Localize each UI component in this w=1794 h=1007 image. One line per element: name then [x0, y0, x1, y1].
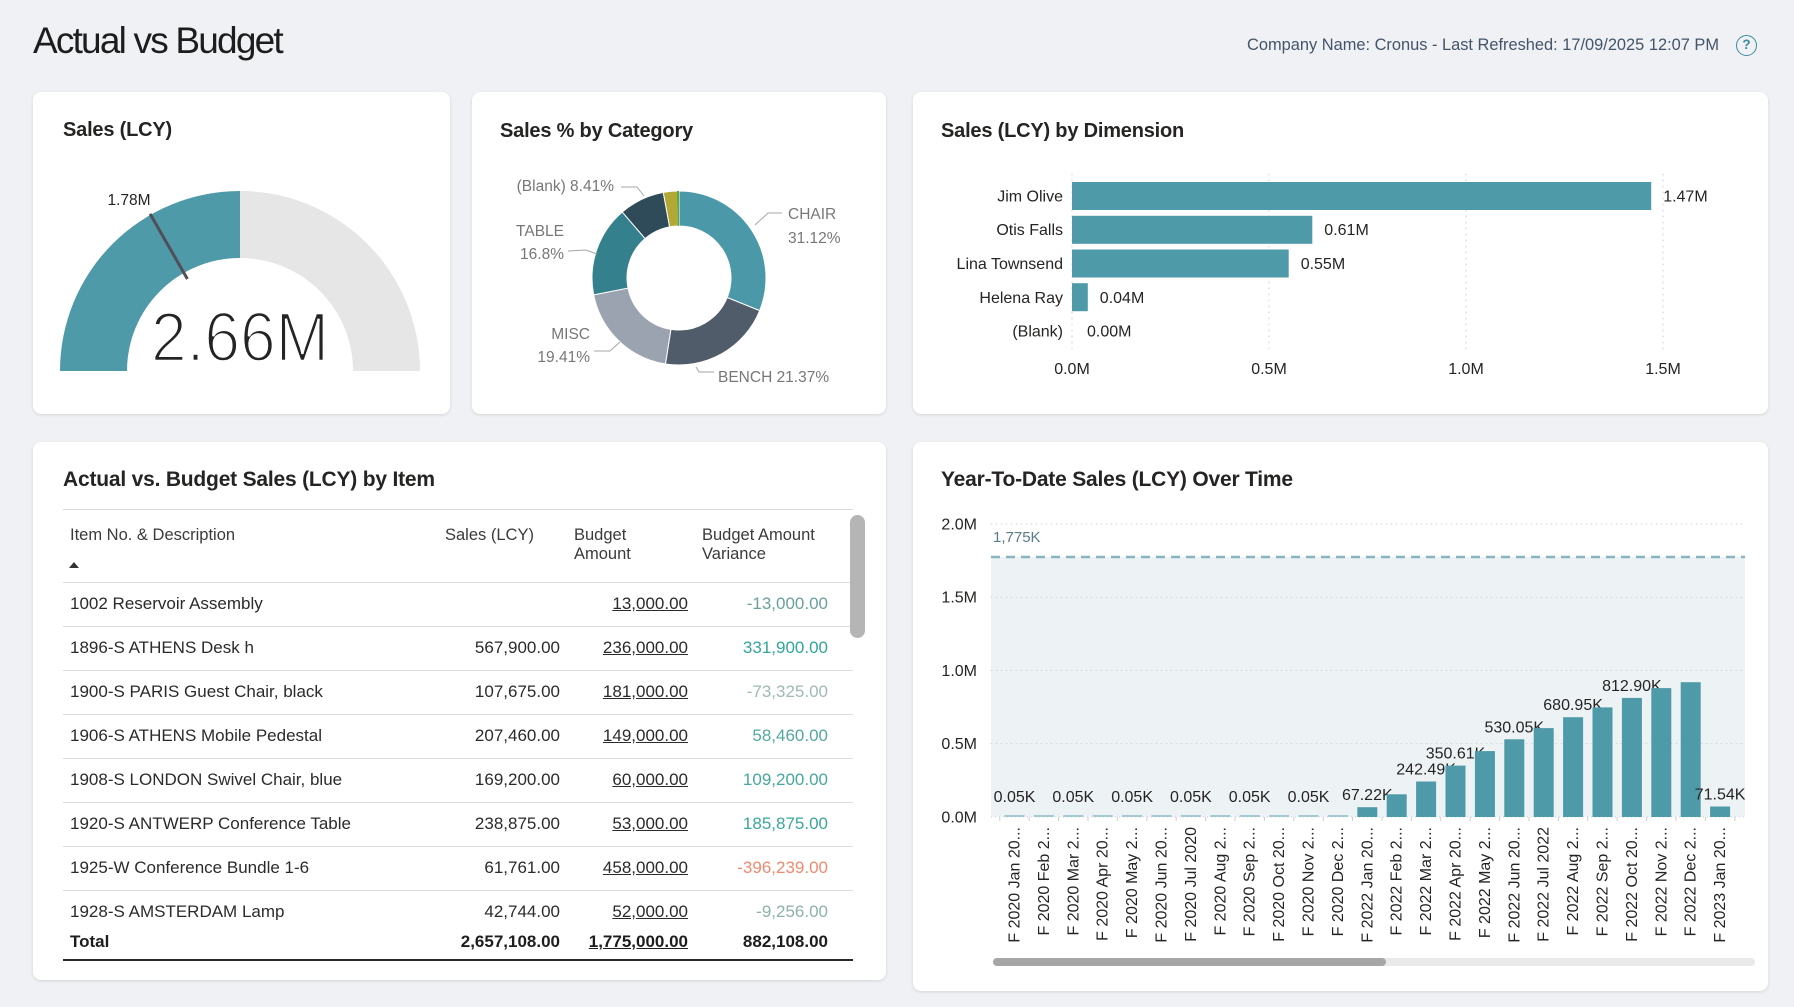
svg-text:F 2022 Feb 2...: F 2022 Feb 2... — [1389, 827, 1406, 936]
svg-text:0.04M: 0.04M — [1100, 290, 1144, 307]
svg-text:F 2020 Sep 2...: F 2020 Sep 2... — [1242, 827, 1259, 936]
svg-text:242.49K: 242.49K — [1396, 762, 1456, 779]
svg-text:0.00M: 0.00M — [1087, 324, 1131, 341]
svg-text:F 2020 Apr 20...: F 2020 Apr 20... — [1095, 827, 1112, 941]
svg-text:1.5M: 1.5M — [941, 590, 977, 607]
svg-text:0.05K: 0.05K — [994, 789, 1036, 806]
svg-text:F 2020 Jul 2020: F 2020 Jul 2020 — [1183, 827, 1200, 942]
svg-text:Lina Townsend: Lina Townsend — [957, 256, 1063, 273]
svg-text:F 2022 Mar 2...: F 2022 Mar 2... — [1418, 827, 1435, 936]
svg-text:0.5M: 0.5M — [941, 736, 977, 753]
svg-text:F 2022 Aug 2...: F 2022 Aug 2... — [1565, 827, 1582, 936]
svg-text:F 2022 Nov 2...: F 2022 Nov 2... — [1653, 827, 1670, 936]
svg-text:16.8%: 16.8% — [520, 246, 564, 263]
svg-text:0.05K: 0.05K — [1052, 789, 1094, 806]
svg-text:F 2020 Dec 2...: F 2020 Dec 2... — [1330, 827, 1347, 936]
svg-text:Otis Falls: Otis Falls — [996, 222, 1063, 239]
svg-text:71.54K: 71.54K — [1695, 787, 1746, 804]
svg-text:TABLE: TABLE — [516, 223, 564, 240]
svg-text:0.05K: 0.05K — [1288, 789, 1330, 806]
svg-text:0.55M: 0.55M — [1301, 256, 1345, 273]
svg-text:Helena Ray: Helena Ray — [979, 290, 1063, 307]
svg-text:F 2022 Dec 2...: F 2022 Dec 2... — [1683, 827, 1700, 936]
svg-text:1.0M: 1.0M — [1448, 361, 1484, 378]
svg-text:F 2022 Jul 2022: F 2022 Jul 2022 — [1536, 827, 1553, 942]
svg-text:2.66M: 2.66M — [151, 298, 329, 376]
svg-text:31.12%: 31.12% — [788, 230, 841, 247]
svg-text:350.61K: 350.61K — [1426, 746, 1486, 763]
svg-text:680.95K: 680.95K — [1543, 697, 1603, 714]
svg-text:1.78M: 1.78M — [107, 192, 150, 209]
svg-text:0.0M: 0.0M — [1054, 361, 1090, 378]
svg-text:(Blank): (Blank) — [1012, 324, 1063, 341]
svg-text:(Blank) 8.41%: (Blank) 8.41% — [517, 178, 615, 195]
svg-text:0.0M: 0.0M — [941, 810, 977, 827]
svg-text:F 2022 Sep 2...: F 2022 Sep 2... — [1595, 827, 1612, 936]
svg-text:1.0M: 1.0M — [941, 663, 977, 680]
svg-text:19.41%: 19.41% — [537, 349, 590, 366]
svg-text:F 2020 Feb 2...: F 2020 Feb 2... — [1036, 827, 1053, 936]
svg-text:530.05K: 530.05K — [1484, 719, 1544, 736]
svg-text:0.61M: 0.61M — [1324, 222, 1368, 239]
svg-text:F 2023 Jan 20...: F 2023 Jan 20... — [1712, 827, 1729, 943]
svg-text:F 2022 Jan 20...: F 2022 Jan 20... — [1359, 827, 1376, 943]
svg-text:F 2020 Aug 2...: F 2020 Aug 2... — [1212, 827, 1229, 936]
svg-text:F 2020 May 2...: F 2020 May 2... — [1124, 827, 1141, 938]
svg-text:BENCH 21.37%: BENCH 21.37% — [718, 369, 829, 386]
svg-text:F 2022 Apr 20...: F 2022 Apr 20... — [1448, 827, 1465, 941]
svg-text:1.5M: 1.5M — [1645, 361, 1681, 378]
svg-text:0.05K: 0.05K — [1229, 789, 1271, 806]
svg-text:F 2020 Mar 2...: F 2020 Mar 2... — [1065, 827, 1082, 936]
svg-text:F 2020 Jun 20...: F 2020 Jun 20... — [1154, 827, 1171, 943]
svg-text:F 2022 May 2...: F 2022 May 2... — [1477, 827, 1494, 938]
svg-text:1,775K: 1,775K — [993, 529, 1041, 546]
svg-text:F 2020 Nov 2...: F 2020 Nov 2... — [1301, 827, 1318, 936]
svg-text:812.90K: 812.90K — [1602, 678, 1662, 695]
svg-text:0.05K: 0.05K — [1111, 789, 1153, 806]
svg-text:F 2020 Jan 20...: F 2020 Jan 20... — [1007, 827, 1024, 943]
svg-text:1.47M: 1.47M — [1663, 189, 1707, 206]
svg-text:MISC: MISC — [551, 326, 590, 343]
svg-text:2.0M: 2.0M — [941, 517, 977, 534]
svg-text:F 2022 Oct 20...: F 2022 Oct 20... — [1624, 827, 1641, 942]
svg-text:F 2020 Oct 20...: F 2020 Oct 20... — [1271, 827, 1288, 942]
svg-text:67.22K: 67.22K — [1342, 787, 1393, 804]
svg-text:Jim Olive: Jim Olive — [997, 189, 1063, 206]
svg-text:F 2022 Jun 20...: F 2022 Jun 20... — [1506, 827, 1523, 943]
svg-text:CHAIR: CHAIR — [788, 206, 836, 223]
svg-text:0.5M: 0.5M — [1251, 361, 1287, 378]
svg-text:0.05K: 0.05K — [1170, 789, 1212, 806]
